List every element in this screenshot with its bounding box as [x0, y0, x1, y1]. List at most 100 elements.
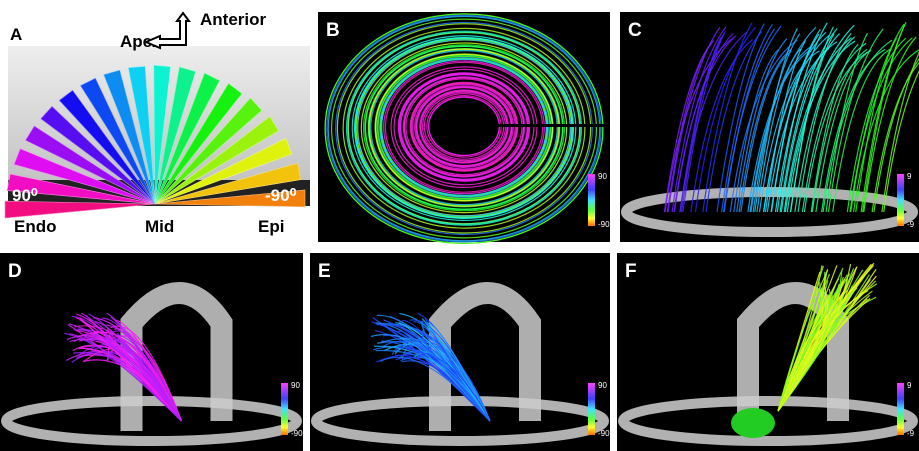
fiber-sheet: [154, 137, 293, 205]
fiber: [822, 39, 893, 213]
fiber: [374, 53, 554, 202]
fiber: [762, 34, 830, 213]
fiber: [667, 27, 721, 213]
fiber: [402, 340, 491, 422]
panel-a: A Apex Anterior 90⁰ -90⁰ Endo Mid Epi: [4, 10, 310, 236]
fiber: [663, 40, 715, 213]
panel-background: [310, 253, 610, 451]
fiber: [356, 39, 572, 217]
scale-min: -9: [907, 429, 915, 438]
fiber: [103, 339, 183, 422]
fiber: [69, 338, 182, 422]
fiber: [78, 337, 182, 422]
fiber: [412, 83, 516, 170]
anatomy-slice: [618, 396, 918, 446]
color-bar: [897, 174, 904, 226]
fiber-sheet: [4, 200, 156, 219]
fiber: [395, 321, 491, 422]
panel: E 90 -90: [310, 253, 610, 451]
fiber-sheet: [79, 77, 156, 205]
fiber: [825, 32, 869, 213]
fiber: [336, 23, 592, 234]
fiber: [383, 60, 545, 195]
anatomy-slice: [429, 282, 541, 431]
fiber: [815, 50, 870, 213]
fiber: [326, 14, 602, 243]
fiber: [419, 89, 509, 163]
fiber: [777, 298, 868, 412]
fiber: [377, 55, 551, 200]
color-bar: [588, 383, 595, 435]
seed-region: [731, 408, 775, 438]
scale-min: -9: [907, 220, 915, 229]
fiber: [705, 31, 763, 213]
fiber: [353, 37, 575, 219]
fiber-sheet: [25, 125, 156, 205]
fiber: [776, 22, 828, 213]
fiber: [369, 49, 559, 207]
fiber: [821, 48, 886, 213]
fiber: [94, 321, 182, 422]
fiber: [789, 33, 835, 213]
fiber-sheet: [154, 72, 220, 205]
anatomy-slice: [120, 282, 233, 431]
fiber-sheet: [153, 64, 171, 205]
scale-min: -90: [598, 220, 610, 229]
fiber: [883, 70, 919, 213]
fiber: [368, 48, 560, 207]
fiber: [832, 48, 891, 213]
fiber-sheet: [154, 97, 263, 205]
color-bar: [281, 383, 288, 435]
fiber: [777, 266, 858, 412]
fiber: [679, 31, 747, 213]
fiber: [376, 55, 552, 200]
fiber: [379, 57, 549, 198]
panel-label: F: [625, 261, 637, 282]
fiber: [671, 26, 727, 213]
fiber: [370, 50, 558, 206]
color-bar: [588, 174, 595, 226]
panel-label: D: [8, 261, 22, 282]
anatomy-slice: [1, 396, 302, 446]
fiber: [351, 35, 577, 221]
fiber: [97, 353, 182, 422]
fiber: [360, 42, 568, 214]
fiber: [421, 335, 491, 422]
fiber: [811, 48, 868, 213]
fiber: [399, 73, 529, 181]
fiber-sheet: [154, 116, 280, 205]
right-angle: -90⁰: [265, 186, 297, 205]
fiber: [849, 37, 913, 213]
fiber: [777, 297, 849, 412]
fiber: [860, 21, 907, 213]
fiber-sheet: [154, 66, 196, 205]
fiber: [324, 13, 604, 244]
fiber: [402, 76, 526, 178]
fiber: [682, 30, 727, 213]
fiber: [327, 15, 601, 242]
scale-max: 9: [907, 381, 912, 390]
fiber: [346, 30, 583, 226]
fiber: [852, 49, 919, 213]
left-angle: 90⁰: [12, 186, 38, 205]
fiber: [364, 45, 564, 210]
fiber: [673, 32, 734, 213]
fiber: [335, 21, 593, 235]
fiber: [786, 24, 855, 213]
fiber: [850, 23, 905, 213]
fiber: [716, 23, 765, 213]
fiber: [390, 66, 538, 188]
fiber: [384, 61, 544, 193]
fiber: [680, 36, 722, 213]
panel-label: E: [318, 261, 331, 282]
scale-max: 90: [598, 381, 607, 390]
fiber: [803, 49, 872, 213]
fiber-sheet: [13, 148, 156, 205]
fiber: [694, 26, 757, 213]
fiber: [770, 28, 821, 213]
fiber: [702, 22, 753, 213]
fiber-sheet: [154, 189, 306, 208]
fiber: [405, 351, 491, 422]
panel: C 9 -9: [620, 12, 919, 242]
fiber-sheet: [58, 89, 156, 205]
